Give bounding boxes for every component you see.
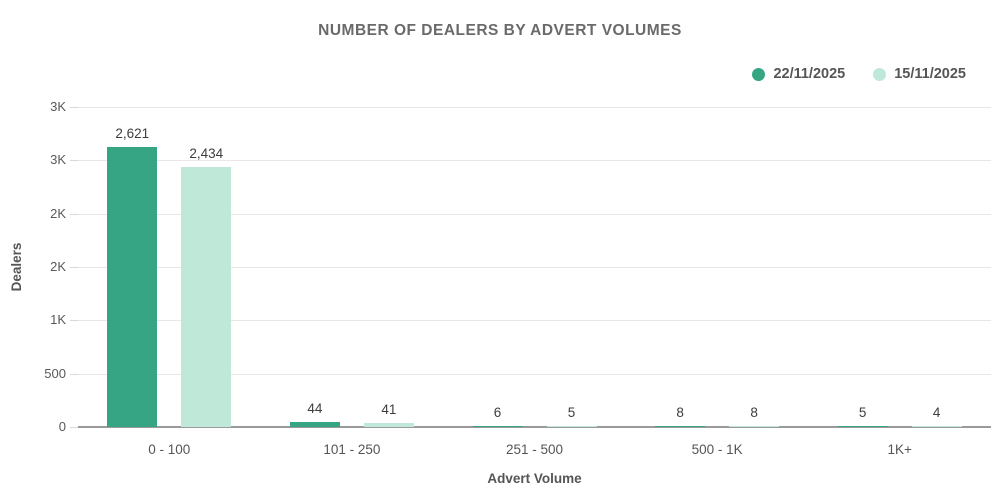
y-tick-label: 500 bbox=[44, 365, 66, 381]
x-axis-title: Advert Volume bbox=[487, 471, 582, 486]
bar-value-label: 8 bbox=[676, 405, 684, 420]
y-gridline bbox=[78, 267, 991, 268]
chart-title: NUMBER OF DEALERS BY ADVERT VOLUMES bbox=[318, 22, 682, 39]
x-axis-category-label: 1K+ bbox=[887, 442, 912, 457]
bar-value-label: 8 bbox=[750, 405, 758, 420]
legend-item-15-11-2025[interactable]: 15/11/2025 bbox=[873, 66, 966, 82]
bar bbox=[289, 422, 340, 427]
bar bbox=[363, 422, 414, 427]
bar bbox=[546, 426, 597, 427]
legend-item-22-11-2025[interactable]: 22/11/2025 bbox=[752, 66, 845, 82]
bar bbox=[837, 426, 888, 427]
bar-value-label: 44 bbox=[307, 401, 323, 417]
bar bbox=[107, 147, 158, 427]
y-gridline bbox=[78, 107, 991, 108]
x-axis-category-label: 251 - 500 bbox=[505, 442, 564, 457]
y-tick-mark bbox=[70, 373, 78, 375]
legend-label: 15/11/2025 bbox=[894, 66, 966, 82]
y-gridline bbox=[78, 213, 991, 215]
x-axis-line bbox=[78, 426, 991, 428]
y-tick-label: 0 bbox=[58, 419, 66, 434]
x-axis-category-label: 101 - 250 bbox=[323, 442, 381, 457]
y-tick-mark bbox=[70, 320, 78, 322]
x-axis-category-label: 0 - 100 bbox=[148, 442, 191, 457]
y-tick-mark bbox=[70, 160, 78, 162]
chart-legend: 22/11/2025 15/11/2025 bbox=[752, 66, 966, 82]
y-tick-mark bbox=[70, 213, 78, 215]
bar bbox=[729, 426, 780, 427]
y-gridline bbox=[78, 373, 991, 375]
x-axis-category-label: 500 - 1K bbox=[691, 442, 743, 457]
bar-value-label: 5 bbox=[858, 405, 867, 420]
legend-dot-icon bbox=[752, 67, 766, 81]
bar-value-label: 41 bbox=[381, 401, 397, 417]
y-tick-mark bbox=[70, 427, 78, 428]
bar bbox=[472, 426, 523, 427]
y-tick-label: 2K bbox=[50, 205, 66, 221]
y-tick-mark bbox=[70, 267, 78, 268]
bar-value-label: 2,434 bbox=[189, 146, 224, 162]
bar bbox=[655, 426, 706, 427]
bar bbox=[911, 426, 962, 427]
bar-value-label: 6 bbox=[493, 405, 502, 420]
y-tick-label: 2K bbox=[50, 259, 66, 274]
y-tick-label: 3K bbox=[50, 99, 66, 114]
bar-value-label: 5 bbox=[567, 405, 576, 420]
bar-value-label: 2,621 bbox=[115, 126, 150, 142]
bar-value-label: 4 bbox=[932, 405, 941, 420]
y-gridline bbox=[78, 320, 991, 322]
legend-label: 22/11/2025 bbox=[773, 66, 846, 82]
y-gridline bbox=[78, 160, 991, 162]
y-tick-mark bbox=[70, 107, 78, 108]
plot-area: 2,621 2,434 44 41 6 5 8 8 5 4 bbox=[78, 107, 991, 428]
y-tick-label: 3K bbox=[50, 152, 66, 168]
legend-dot-icon bbox=[873, 67, 887, 81]
y-tick-label: 1K bbox=[50, 312, 66, 328]
bar bbox=[181, 167, 232, 427]
